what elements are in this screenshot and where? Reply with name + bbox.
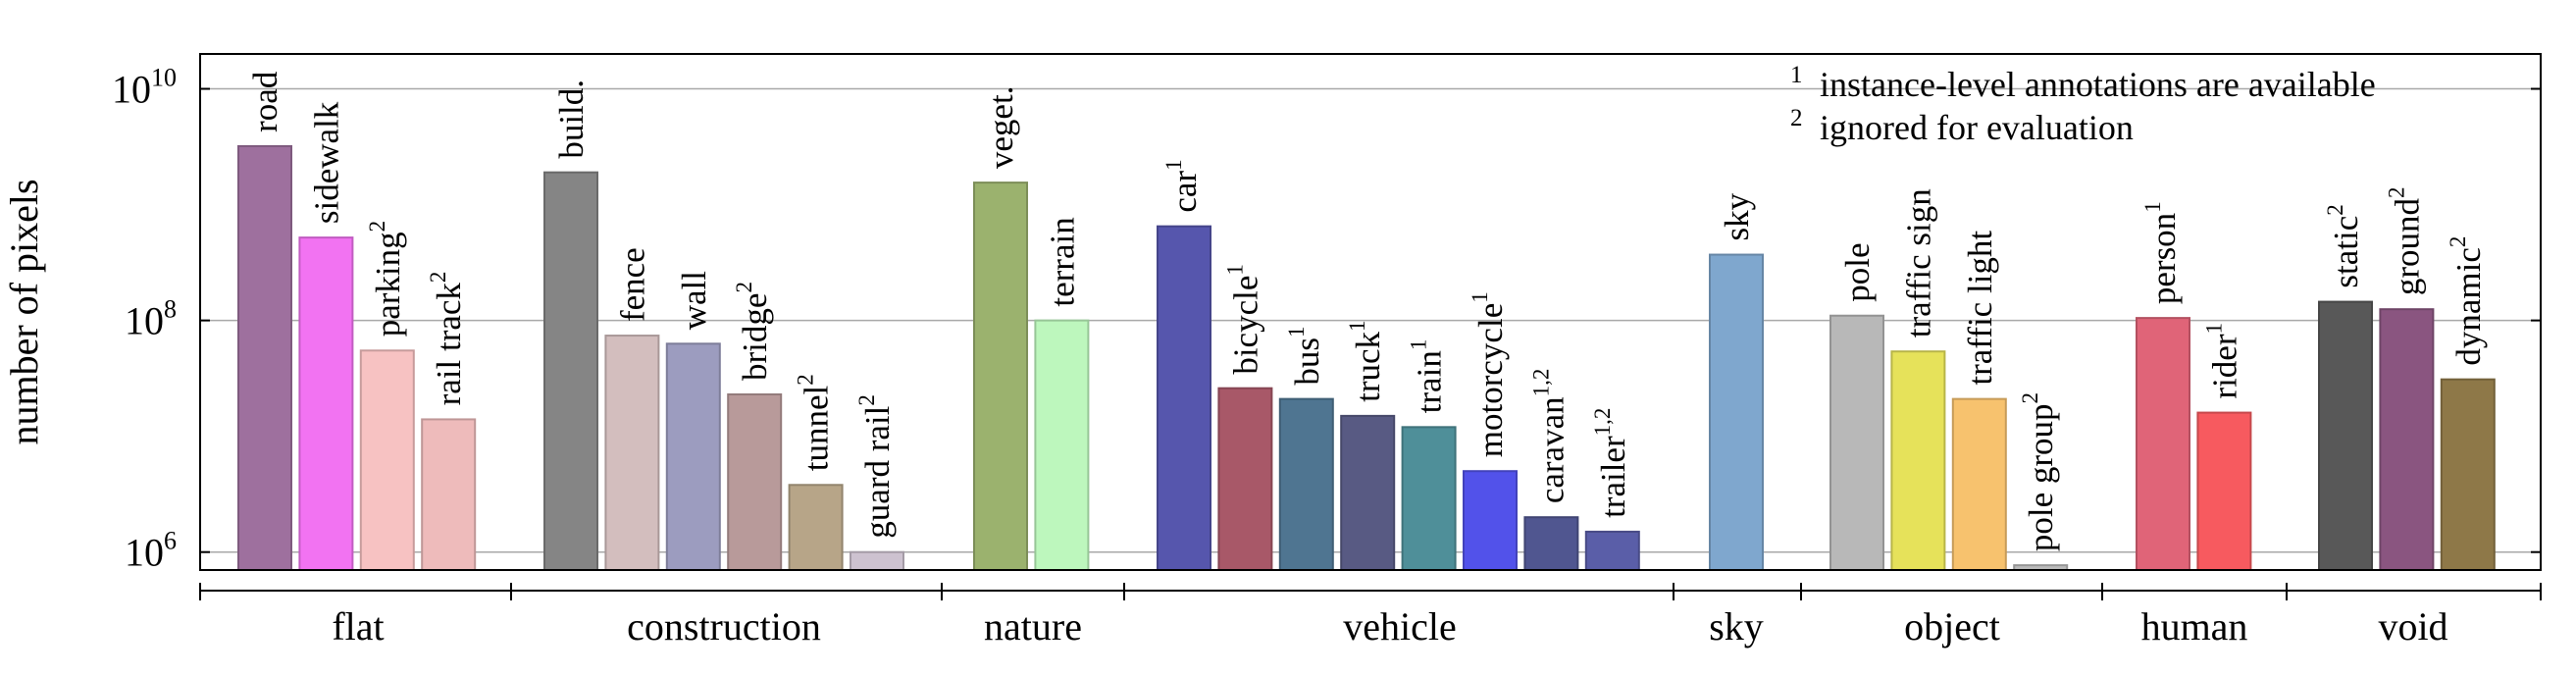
- bar-person: [2136, 317, 2190, 571]
- bar-label: car1: [1161, 159, 1204, 212]
- bar-pole: [1829, 314, 1884, 571]
- bars: [237, 144, 2496, 572]
- note-text: ignored for evaluation: [1820, 108, 2134, 147]
- bar-label: dynamic2: [2446, 236, 2488, 366]
- bar-fence: [604, 335, 660, 572]
- bar-label: rider1: [2201, 323, 2243, 399]
- bar-static: [2318, 300, 2373, 571]
- bar-car: [1157, 225, 1211, 572]
- y-axis: 106 108 1010: [112, 64, 2541, 575]
- y-tick-label: 1010: [112, 64, 177, 112]
- y-axis-label: number of pixels: [2, 179, 46, 444]
- bar-label: traffic light: [1961, 231, 1999, 386]
- bar-label: pole: [1838, 242, 1877, 301]
- bar-label: trailer1,2: [1590, 408, 1632, 518]
- bar-guard-rail: [850, 550, 904, 571]
- bar-labels: road sidewalk parking2 rail track2 build. fen…: [246, 71, 2488, 551]
- bar-motorcycle: [1463, 470, 1518, 571]
- bar-caravan: [1523, 516, 1579, 572]
- bar-dynamic: [2440, 378, 2496, 571]
- bar-train: [1401, 426, 1457, 571]
- plot-frame: [199, 53, 2542, 571]
- bar-rail-track: [421, 418, 477, 571]
- x-group-label: sky: [1709, 604, 1764, 649]
- bar-bicycle: [1217, 387, 1273, 571]
- bar-terrain: [1034, 319, 1090, 572]
- bar-ground: [2379, 308, 2435, 571]
- x-group-label: vehicle: [1343, 604, 1457, 649]
- x-group-label: object: [1904, 604, 2000, 649]
- bar-bus: [1278, 397, 1334, 572]
- bar-label: pole group2: [2018, 392, 2060, 551]
- note-marker: 1: [1790, 62, 1803, 88]
- bar-veget-: [973, 182, 1028, 571]
- bar-label: ground2: [2384, 187, 2426, 296]
- bar-label: fence: [613, 247, 651, 322]
- bar-label: sidewalk: [307, 101, 345, 224]
- bar-sidewalk: [298, 236, 354, 571]
- note-marker: 2: [1790, 105, 1803, 131]
- bar-label: rail track2: [426, 272, 468, 406]
- bar-label: motorcycle1: [1468, 291, 1510, 457]
- bar-rider: [2196, 411, 2252, 571]
- x-group-label: void: [2378, 604, 2447, 649]
- bar-label: bus1: [1284, 327, 1326, 386]
- bar-label: truck1: [1345, 320, 1387, 401]
- x-group-label: human: [2141, 604, 2248, 649]
- bar-label: parking2: [365, 221, 407, 337]
- bar-wall: [665, 342, 721, 571]
- bar-traffic-sign: [1890, 350, 1946, 571]
- bar-label: tunnel2: [794, 374, 836, 471]
- y-tick-label: 106: [125, 527, 177, 575]
- bar-label: terrain: [1043, 217, 1081, 306]
- bar-label: guard rail2: [854, 394, 897, 539]
- bar-build-: [543, 171, 598, 571]
- legend-notes: 1 instance-level annotations are availabl…: [1790, 62, 2376, 147]
- bar-bridge: [727, 392, 783, 571]
- x-group-label: flat: [332, 604, 384, 649]
- x-axis: flat construction nature vehicle sky object hu…: [199, 583, 2542, 649]
- bar-label: traffic sign: [1899, 188, 1937, 338]
- bar-label: road: [246, 71, 284, 132]
- bar-label: train1: [1407, 339, 1449, 414]
- bar-label: static2: [2323, 204, 2365, 287]
- bar-label: bridge2: [732, 282, 774, 381]
- x-group-label: nature: [984, 604, 1082, 649]
- bar-label: person1: [2140, 201, 2183, 304]
- bar-sky: [1709, 253, 1764, 571]
- bar-tunnel: [788, 484, 844, 571]
- note-text: instance-level annotations are available: [1820, 65, 2376, 104]
- bar-label: wall: [675, 271, 713, 331]
- bar-label: sky: [1718, 192, 1756, 240]
- bar-label: caravan1,2: [1528, 369, 1571, 504]
- bar-parking: [359, 349, 415, 571]
- y-tick-label: 108: [125, 295, 177, 343]
- bar-label: build.: [552, 79, 591, 159]
- bar-trailer: [1584, 530, 1640, 571]
- bar-road: [237, 144, 292, 572]
- bar-label: veget.: [982, 86, 1020, 170]
- bar-truck: [1340, 414, 1396, 571]
- bar-label: bicycle1: [1222, 264, 1264, 375]
- bar-traffic-light: [1951, 397, 2007, 572]
- x-group-label: construction: [627, 604, 821, 649]
